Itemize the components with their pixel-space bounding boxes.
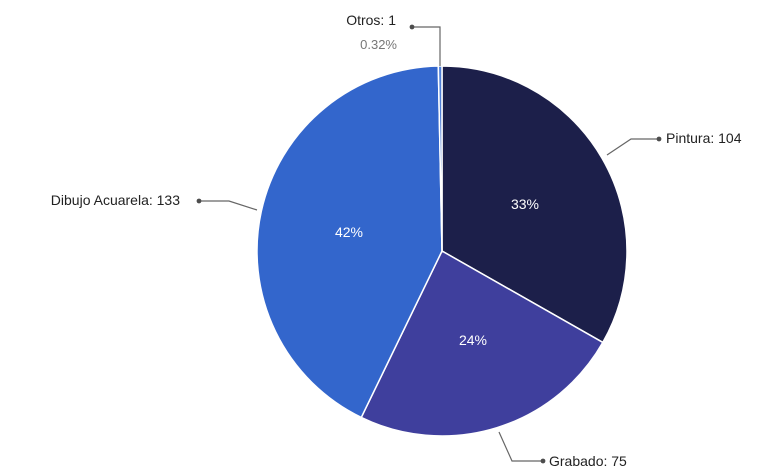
- callout-dot-grabado: [540, 458, 546, 464]
- callout-line-grabado: [498, 431, 543, 462]
- slices-layer: [256, 65, 628, 437]
- slice-label-pintura: 33%: [511, 196, 539, 212]
- connectors-layer: [196, 24, 662, 464]
- callout-dibujo-acuarela: Dibujo Acuarela: 133: [51, 192, 180, 208]
- pie-slice-grabado: [360, 249, 604, 437]
- callout-line-pintura: [606, 138, 659, 156]
- slice-label-dibujo-acuarela: 42%: [335, 224, 363, 240]
- callout-line-otros: [412, 26, 441, 66]
- slice-label-grabado: 24%: [459, 332, 487, 348]
- callout-pintura: Pintura: 104: [666, 130, 742, 146]
- callout-dot-dibujo-acuarela: [196, 198, 202, 204]
- callout-dot-otros: [409, 24, 415, 30]
- callout-grabado: Grabado: 75: [549, 453, 627, 469]
- pie-slice-pintura: [441, 65, 628, 344]
- callout-dot-pintura: [656, 136, 662, 142]
- callout-line-dibujo-acuarela: [199, 200, 258, 211]
- pie-slice-dibujo-acuarela: [256, 65, 443, 419]
- callout-otros: Otros: 1: [346, 12, 396, 28]
- callout-otros-percent: 0.32%: [360, 37, 397, 52]
- pie-slice-otros: [437, 65, 443, 252]
